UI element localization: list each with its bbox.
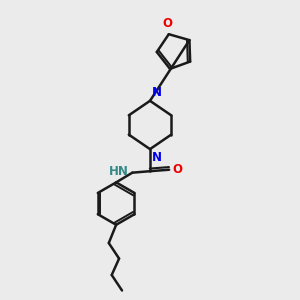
Text: N: N — [152, 152, 161, 164]
Text: O: O — [173, 163, 183, 176]
Text: N: N — [152, 86, 161, 99]
Text: HN: HN — [109, 165, 129, 178]
Text: O: O — [162, 17, 172, 30]
